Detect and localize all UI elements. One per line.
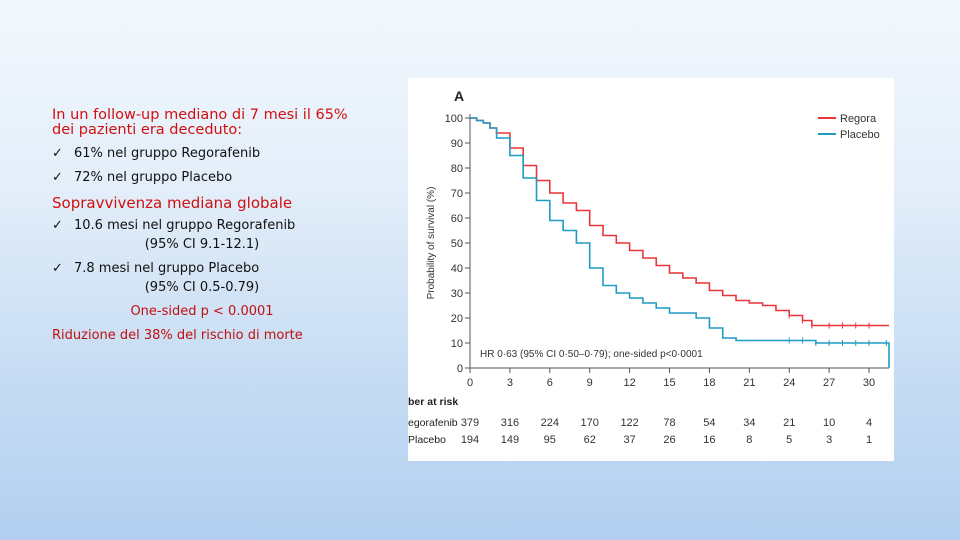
risk-value: 54 xyxy=(703,417,715,429)
bullet-text: 10.6 mesi nel gruppo Regorafenib xyxy=(74,218,296,233)
panel-label: A xyxy=(454,88,464,104)
risk-value: 95 xyxy=(544,434,556,446)
bullet-text: 7.8 mesi nel gruppo Placebo xyxy=(74,261,260,276)
y-axis-label: Probability of survival (%) xyxy=(426,187,437,300)
x-tick-label: 18 xyxy=(703,377,715,389)
y-tick-label: 50 xyxy=(451,238,463,250)
y-tick-label: 40 xyxy=(451,263,463,275)
risk-value: 8 xyxy=(746,434,752,446)
x-tick-label: 21 xyxy=(743,377,755,389)
y-tick-label: 30 xyxy=(451,288,463,300)
risk-reduction: Riduzione del 38% del rischio di morte xyxy=(52,328,303,343)
risk-value: 26 xyxy=(663,434,675,446)
legend-label: Placebo xyxy=(840,129,880,141)
survival-curve-regorafenib xyxy=(470,117,889,327)
risk-value: 170 xyxy=(581,417,599,429)
risk-row-label: Placebo xyxy=(408,434,446,446)
risk-value: 194 xyxy=(461,434,479,446)
risk-value: 10 xyxy=(823,417,835,429)
y-tick-label: 70 xyxy=(451,188,463,200)
x-tick-label: 27 xyxy=(823,377,835,389)
checkmark-icon: ✓ xyxy=(52,170,63,185)
risk-value: 4 xyxy=(866,417,872,429)
summary-text-panel: In un follow-up mediano di 7 mesi il 65%… xyxy=(52,108,352,344)
y-tick-label: 20 xyxy=(451,313,463,325)
legend-label: Regora xyxy=(840,113,877,125)
risk-value: 122 xyxy=(620,417,638,429)
y-tick-label: 60 xyxy=(451,213,463,225)
bullet-deaths-regorafenib: ✓ 61% nel gruppo Regorafenib xyxy=(52,146,352,162)
risk-value: 224 xyxy=(541,417,559,429)
x-tick-label: 3 xyxy=(507,377,513,389)
hr-annotation: HR 0·63 (95% CI 0·50–0·79); one-sided p<… xyxy=(480,349,703,360)
risk-value: 62 xyxy=(584,434,596,446)
y-tick-label: 80 xyxy=(451,163,463,175)
bullet-median-regorafenib: ✓ 10.6 mesi nel gruppo Regorafenib xyxy=(52,218,352,234)
checkmark-icon: ✓ xyxy=(52,218,63,233)
risk-value: 379 xyxy=(461,417,479,429)
bullet-median-placebo: ✓ 7.8 mesi nel gruppo Placebo xyxy=(52,261,352,277)
y-tick-label: 10 xyxy=(451,338,463,350)
p-value: One-sided p < 0.0001 xyxy=(130,304,274,319)
checkmark-icon: ✓ xyxy=(52,146,63,161)
ci-regorafenib: (95% CI 9.1-12.1) xyxy=(144,237,260,252)
x-tick-label: 6 xyxy=(547,377,553,389)
risk-value: 1 xyxy=(866,434,872,446)
risk-value: 3 xyxy=(826,434,832,446)
risk-value: 78 xyxy=(663,417,675,429)
risk-value: 16 xyxy=(703,434,715,446)
x-tick-label: 15 xyxy=(663,377,675,389)
y-tick-label: 0 xyxy=(457,363,463,375)
bullet-text: 72% nel gruppo Placebo xyxy=(74,170,233,185)
intro-text: In un follow-up mediano di 7 mesi il 65%… xyxy=(52,107,348,138)
x-tick-label: 30 xyxy=(863,377,875,389)
y-tick-label: 90 xyxy=(451,138,463,150)
risk-value: 5 xyxy=(786,434,792,446)
risk-table-title: ber at risk xyxy=(408,396,458,408)
risk-value: 149 xyxy=(501,434,519,446)
risk-value: 316 xyxy=(501,417,519,429)
y-tick-label: 100 xyxy=(445,113,463,125)
checkmark-icon: ✓ xyxy=(52,261,63,276)
x-tick-label: 12 xyxy=(623,377,635,389)
risk-value: 21 xyxy=(783,417,795,429)
x-tick-label: 9 xyxy=(587,377,593,389)
risk-value: 37 xyxy=(623,434,635,446)
survival-curve-placebo xyxy=(470,117,890,368)
risk-row-label: egorafenib xyxy=(408,417,458,429)
bullet-deaths-placebo: ✓ 72% nel gruppo Placebo xyxy=(52,170,352,186)
x-tick-label: 24 xyxy=(783,377,795,389)
bullet-text: 61% nel gruppo Regorafenib xyxy=(74,146,261,161)
risk-value: 34 xyxy=(743,417,755,429)
ci-placebo: (95% CI 0.5-0.79) xyxy=(144,280,260,295)
survival-figure: A Probability of survival (%) 0 10 20 30 40 50 6… xyxy=(408,78,894,461)
section-title: Sopravvivenza mediana globale xyxy=(52,194,293,212)
x-tick-label: 0 xyxy=(467,377,473,389)
